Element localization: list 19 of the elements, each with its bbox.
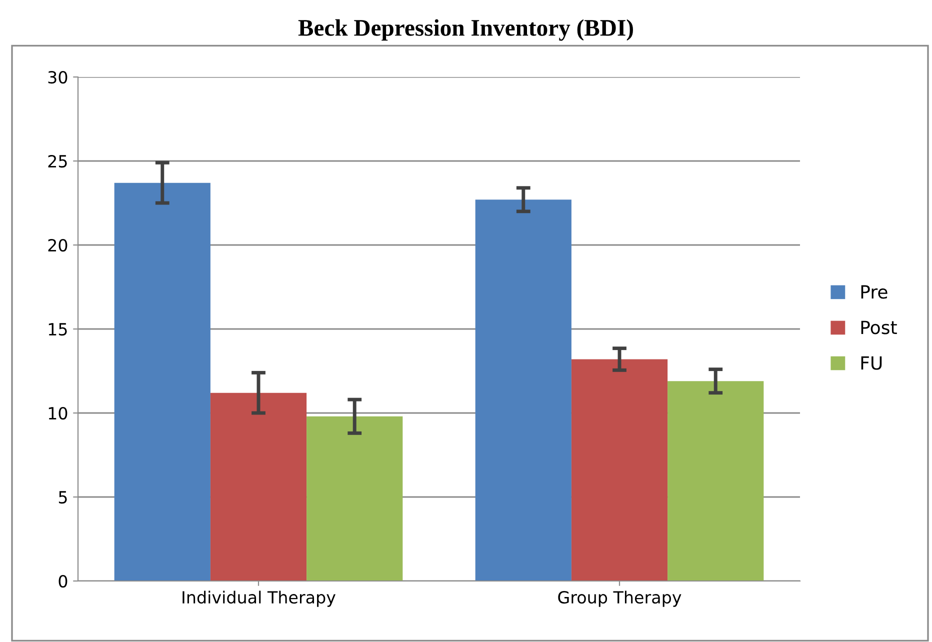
bar xyxy=(210,392,307,581)
bar xyxy=(571,359,668,581)
chart-title: Beck Depression Inventory (BDI) xyxy=(298,19,633,41)
legend-label: Post xyxy=(861,320,897,334)
y-tick-label: 15 xyxy=(48,323,67,336)
legend-label: FU xyxy=(861,356,882,370)
y-tick-label: 5 xyxy=(58,491,67,504)
y-tick-label: 30 xyxy=(48,70,68,84)
bar xyxy=(668,381,764,581)
x-tick-label: Group Therapy xyxy=(558,590,682,607)
legend-label: Pre xyxy=(861,285,888,299)
y-tick-label: 25 xyxy=(48,154,67,168)
y-tick-label: 0 xyxy=(58,574,68,588)
y-tick-label: 10 xyxy=(48,406,68,420)
bar xyxy=(306,416,403,581)
y-tick-label: 20 xyxy=(48,238,68,252)
bar xyxy=(475,200,572,581)
x-tick-label: Individual Therapy xyxy=(182,590,336,607)
bar xyxy=(114,182,210,581)
